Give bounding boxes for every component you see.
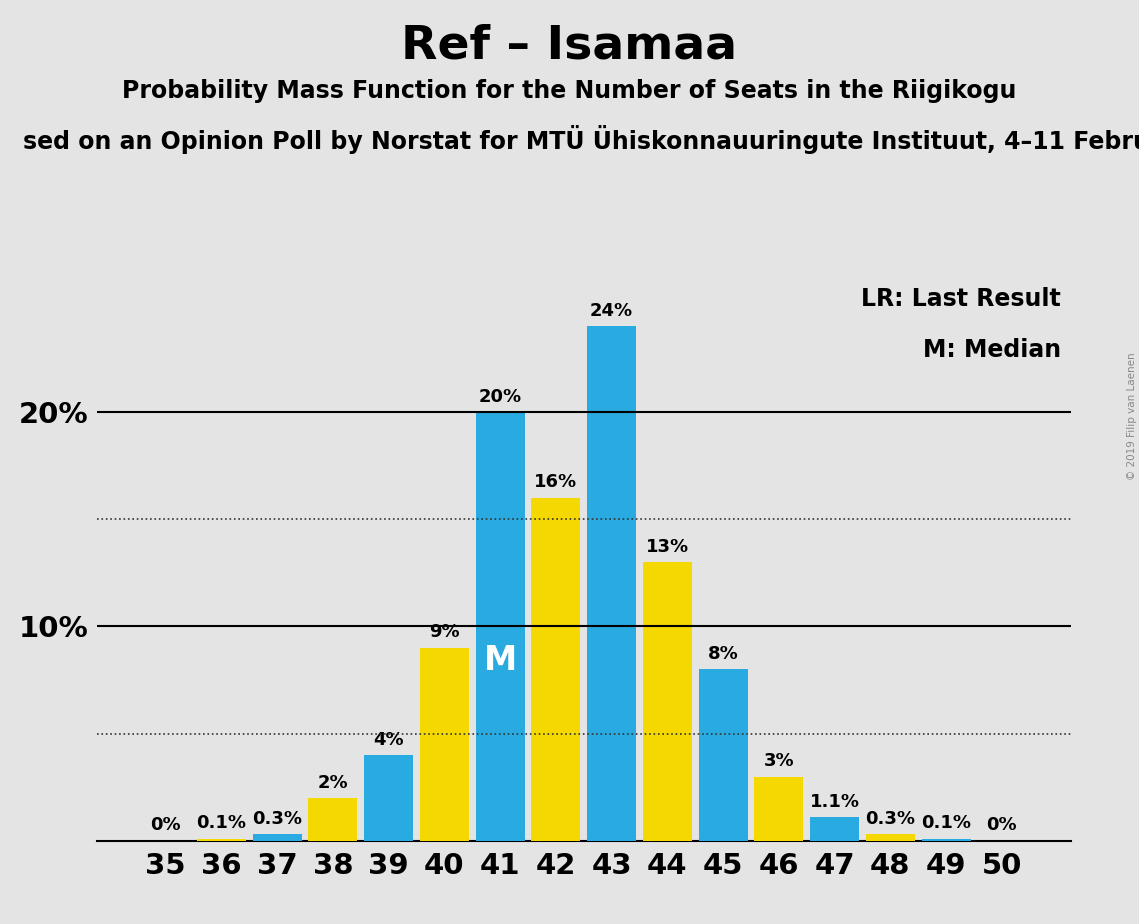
- Bar: [309, 798, 358, 841]
- Text: 0.3%: 0.3%: [252, 810, 302, 828]
- Bar: [420, 648, 469, 841]
- Bar: [587, 326, 637, 841]
- Bar: [921, 839, 970, 841]
- Text: 0.1%: 0.1%: [921, 814, 972, 833]
- Bar: [364, 755, 413, 841]
- Text: LR: Last Result: LR: Last Result: [861, 286, 1060, 310]
- Text: 1.1%: 1.1%: [810, 793, 860, 811]
- Text: sed on an Opinion Poll by Norstat for MTÜ Ühiskonnauuringute Instituut, 4–11 Feb: sed on an Opinion Poll by Norstat for MT…: [23, 125, 1139, 153]
- Bar: [754, 776, 803, 841]
- Text: 0%: 0%: [986, 817, 1017, 834]
- Text: 3%: 3%: [763, 752, 794, 770]
- Text: LR: LR: [644, 707, 691, 740]
- Bar: [866, 834, 915, 841]
- Text: M: M: [483, 644, 517, 677]
- Text: 8%: 8%: [707, 645, 738, 663]
- Text: M: Median: M: Median: [923, 338, 1060, 362]
- Bar: [253, 834, 302, 841]
- Text: 24%: 24%: [590, 302, 633, 320]
- Text: 4%: 4%: [374, 731, 404, 748]
- Text: 16%: 16%: [534, 473, 577, 492]
- Text: 2%: 2%: [318, 773, 349, 792]
- Bar: [476, 412, 525, 841]
- Text: 13%: 13%: [646, 538, 689, 555]
- Bar: [810, 817, 859, 841]
- Text: Ref – Isamaa: Ref – Isamaa: [401, 23, 738, 68]
- Text: 9%: 9%: [429, 624, 460, 641]
- Text: 0%: 0%: [150, 817, 181, 834]
- Text: 0.1%: 0.1%: [196, 814, 246, 833]
- Bar: [531, 498, 581, 841]
- Bar: [698, 669, 747, 841]
- Text: © 2019 Filip van Laenen: © 2019 Filip van Laenen: [1126, 352, 1137, 480]
- Text: Probability Mass Function for the Number of Seats in the Riigikogu: Probability Mass Function for the Number…: [122, 79, 1017, 103]
- Bar: [197, 839, 246, 841]
- Bar: [642, 562, 691, 841]
- Text: 20%: 20%: [478, 387, 522, 406]
- Text: 0.3%: 0.3%: [866, 810, 916, 828]
